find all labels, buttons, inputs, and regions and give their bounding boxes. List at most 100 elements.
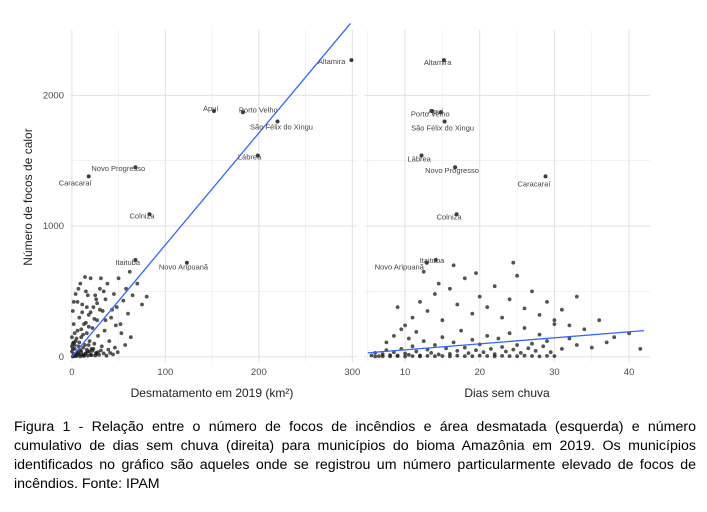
data-point — [86, 324, 91, 329]
data-point — [95, 301, 99, 306]
data-point — [448, 354, 452, 359]
data-point — [440, 318, 445, 323]
data-point — [93, 293, 98, 298]
data-point — [462, 345, 467, 350]
data-point — [71, 322, 76, 326]
data-point — [91, 305, 96, 309]
data-point — [395, 305, 400, 309]
y-tick-label: 1000 — [43, 221, 64, 232]
data-point — [511, 347, 516, 352]
data-point — [92, 317, 97, 321]
data-point — [470, 354, 475, 359]
point-label: Caracaraí — [59, 178, 93, 187]
data-point — [466, 351, 471, 355]
point-label: Novo Progresso — [425, 166, 479, 175]
data-point — [511, 260, 516, 265]
figure-caption: Figura 1 - Relação entre o número de foc… — [14, 419, 696, 492]
point-label: Lábrea — [238, 153, 262, 162]
point-label: Novo Progresso — [91, 164, 145, 173]
labeled-data-point — [212, 109, 216, 113]
data-point — [526, 346, 531, 351]
data-point — [500, 345, 504, 349]
data-point — [530, 289, 534, 294]
y-axis-title: Número de focos de calor — [21, 128, 35, 265]
data-point — [84, 331, 89, 336]
data-point — [485, 305, 490, 309]
labeled-data-point — [184, 260, 189, 265]
data-point — [84, 305, 89, 309]
data-point — [97, 353, 101, 357]
data-point — [86, 343, 91, 347]
data-point — [99, 348, 103, 353]
point-label: Itaituba — [420, 256, 445, 265]
data-point — [121, 298, 126, 303]
data-point — [399, 327, 404, 332]
data-point — [638, 347, 643, 351]
data-point — [552, 322, 557, 326]
data-point — [77, 340, 82, 345]
data-point — [410, 315, 415, 320]
data-point — [451, 340, 456, 345]
data-point — [507, 354, 512, 358]
labeled-data-point — [438, 110, 443, 115]
data-point — [552, 354, 557, 358]
data-point — [403, 354, 407, 359]
x-axis-title-left: Desmatamento em 2019 (km²) — [131, 386, 294, 400]
x-tick-label: 40 — [624, 367, 635, 378]
data-point — [388, 354, 392, 359]
x-axis-title-right: Dias sem chuva — [464, 386, 550, 400]
data-point — [492, 284, 497, 289]
point-label: Porto Velho — [411, 109, 450, 118]
data-point — [92, 341, 97, 346]
data-point — [462, 354, 467, 358]
point-label: São Félix do Xingu — [250, 123, 313, 132]
data-point — [395, 354, 400, 358]
data-point — [87, 349, 92, 354]
labeled-data-point — [543, 174, 548, 179]
data-point — [70, 347, 75, 351]
labeled-data-point — [453, 165, 458, 170]
data-point — [410, 354, 415, 358]
data-point — [77, 315, 82, 320]
data-point — [83, 275, 87, 279]
labeled-data-point — [275, 119, 280, 124]
data-point — [98, 286, 102, 291]
data-point — [530, 354, 534, 358]
x-tick-label: 100 — [157, 367, 173, 378]
data-point — [112, 292, 116, 296]
data-point — [545, 300, 549, 304]
data-point — [574, 343, 579, 347]
data-point — [496, 336, 501, 341]
data-point — [103, 297, 108, 302]
labeled-data-point — [430, 109, 434, 113]
labeled-data-point — [147, 212, 152, 217]
y-tick-label: 2000 — [43, 90, 64, 101]
data-point — [373, 354, 378, 359]
data-point — [582, 327, 587, 332]
data-point — [418, 354, 422, 359]
point-label: Colniza — [130, 211, 156, 220]
labeled-data-point — [133, 165, 138, 170]
data-point — [455, 353, 460, 358]
labeled-data-point — [454, 212, 459, 217]
data-point — [135, 281, 140, 286]
point-label: Colniza — [437, 212, 463, 221]
data-point — [75, 300, 80, 304]
data-point — [73, 292, 78, 296]
point-label: Lábrea — [408, 155, 432, 164]
data-point — [78, 281, 83, 286]
data-point — [104, 353, 109, 358]
data-point — [101, 289, 106, 294]
data-point — [477, 353, 482, 358]
data-point — [98, 307, 102, 312]
data-point — [433, 354, 437, 359]
data-point — [90, 326, 95, 330]
trend-line — [367, 329, 645, 354]
data-point — [86, 313, 91, 317]
data-point — [87, 339, 92, 343]
data-point — [84, 320, 88, 325]
data-point — [492, 354, 497, 359]
data-point — [115, 350, 120, 355]
